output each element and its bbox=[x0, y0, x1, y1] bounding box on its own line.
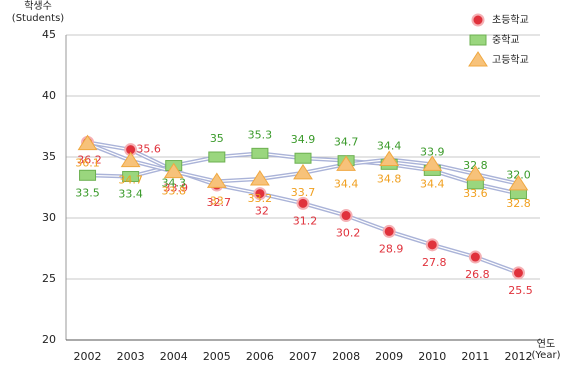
marker bbox=[379, 150, 400, 166]
y-unit-label: (Students) bbox=[12, 13, 64, 24]
y-tick-label: 25 bbox=[42, 272, 56, 285]
legend-label: 초등학교 bbox=[492, 14, 529, 26]
data-label: 34.7 bbox=[334, 136, 359, 149]
data-label: 33.4 bbox=[118, 188, 143, 201]
marker bbox=[471, 13, 485, 27]
data-label: 34.4 bbox=[377, 139, 402, 152]
data-label: 32.7 bbox=[207, 196, 232, 209]
x-unit-label: (Year) bbox=[532, 350, 561, 361]
data-label: 34.4 bbox=[420, 177, 445, 190]
data-label: 28.9 bbox=[379, 242, 404, 255]
legend-label: 고등학교 bbox=[492, 54, 529, 66]
marker bbox=[208, 151, 226, 163]
legend-label: 중학교 bbox=[492, 34, 520, 46]
x-tick-label: 2010 bbox=[418, 350, 446, 363]
data-label: 34.7 bbox=[118, 174, 143, 187]
marker bbox=[425, 238, 439, 252]
marker bbox=[508, 174, 529, 191]
marker bbox=[468, 51, 488, 67]
marker bbox=[511, 266, 525, 280]
y-tick-label: 40 bbox=[42, 89, 56, 102]
data-label: 36.2 bbox=[77, 153, 102, 166]
data-label: 30.2 bbox=[336, 227, 361, 240]
data-label: 31.2 bbox=[293, 214, 318, 227]
x-tick-label: 2004 bbox=[160, 350, 188, 363]
data-label: 36.1 bbox=[75, 157, 100, 170]
data-label: 33.5 bbox=[75, 186, 100, 199]
data-label: 34.8 bbox=[377, 172, 402, 185]
x-tick-label: 2012 bbox=[504, 350, 532, 363]
x-tick-label: 2002 bbox=[74, 350, 102, 363]
data-label: 32.8 bbox=[506, 197, 531, 210]
data-label: 27.8 bbox=[422, 256, 447, 269]
marker bbox=[469, 34, 487, 46]
marker bbox=[206, 172, 227, 188]
y-tick-label: 35 bbox=[42, 150, 56, 163]
y-tick-label: 20 bbox=[42, 333, 56, 346]
data-label: 32 bbox=[255, 205, 269, 218]
x-tick-label: 2009 bbox=[375, 350, 403, 363]
data-label: 33.8 bbox=[161, 185, 186, 198]
data-label: 33.9 bbox=[420, 145, 445, 158]
y-label: 학생수 bbox=[24, 0, 52, 12]
y-tick-label: 30 bbox=[42, 211, 56, 224]
data-label: 33.9 bbox=[163, 181, 188, 194]
marker bbox=[77, 134, 98, 151]
data-label: 33 bbox=[210, 194, 224, 207]
data-label: 33.7 bbox=[291, 186, 316, 199]
data-label: 33.6 bbox=[463, 187, 488, 200]
data-label: 34.9 bbox=[291, 133, 316, 146]
data-label: 35.6 bbox=[136, 143, 161, 156]
x-tick-label: 2007 bbox=[289, 350, 317, 363]
data-label: 34.4 bbox=[334, 177, 359, 190]
marker bbox=[253, 187, 267, 201]
marker bbox=[163, 162, 184, 179]
marker bbox=[296, 196, 310, 210]
y-tick-label: 45 bbox=[42, 28, 56, 41]
marker bbox=[120, 151, 141, 168]
marker bbox=[465, 165, 486, 181]
data-label: 35 bbox=[210, 132, 224, 145]
data-label: 26.8 bbox=[465, 268, 490, 281]
marker bbox=[249, 170, 270, 186]
x-tick-label: 2003 bbox=[117, 350, 145, 363]
data-label: 35.3 bbox=[248, 128, 273, 141]
x-tick-label: 2005 bbox=[203, 350, 231, 363]
x-label: 연도 bbox=[537, 338, 555, 350]
x-tick-label: 2011 bbox=[461, 350, 489, 363]
marker bbox=[251, 147, 269, 159]
x-tick-label: 2006 bbox=[246, 350, 274, 363]
marker bbox=[294, 152, 312, 164]
marker bbox=[79, 169, 97, 181]
marker bbox=[336, 155, 357, 171]
marker bbox=[422, 155, 443, 171]
marker bbox=[339, 209, 353, 223]
marker bbox=[122, 171, 140, 183]
data-label: 34.3 bbox=[161, 177, 186, 190]
data-label: 25.5 bbox=[508, 284, 533, 297]
marker bbox=[468, 250, 482, 264]
marker bbox=[293, 163, 313, 180]
x-tick-label: 2008 bbox=[332, 350, 360, 363]
data-label: 33.2 bbox=[248, 192, 273, 205]
marker bbox=[382, 224, 396, 238]
